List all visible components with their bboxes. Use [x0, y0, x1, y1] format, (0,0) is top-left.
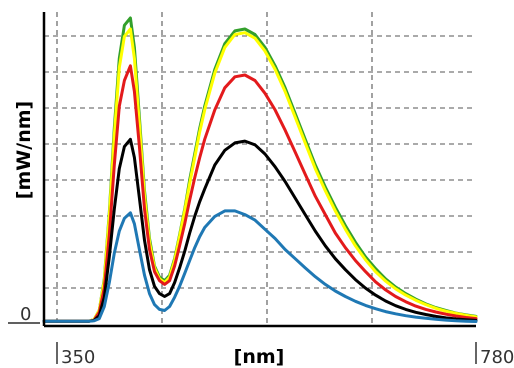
axes: [8, 12, 477, 364]
grid: [44, 12, 476, 326]
labels: 0 350 780 [nm] [mW/nm]: [13, 101, 514, 368]
series-line-1: [42, 16, 478, 323]
x-tick-label-end: 780: [480, 347, 514, 368]
y-tick-label-zero: 0: [20, 304, 31, 325]
x-axis-title: [nm]: [234, 346, 285, 368]
y-axis-title: [mW/nm]: [13, 101, 35, 199]
series-line-5: [42, 209, 478, 323]
x-tick-label-start: 350: [61, 347, 95, 368]
series-line-3: [42, 64, 478, 323]
series-line-2: [42, 27, 478, 323]
series-lines: [42, 16, 478, 323]
series-line-4: [42, 137, 478, 323]
